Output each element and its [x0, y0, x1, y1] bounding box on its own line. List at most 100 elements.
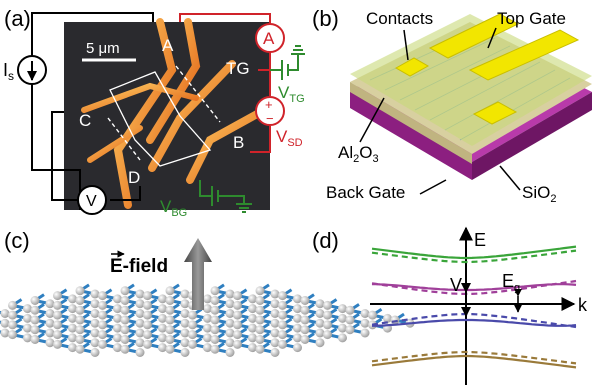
lattice-atom — [300, 296, 310, 305]
lattice-atom — [293, 333, 302, 343]
scale-bar-label: 5 μm — [86, 40, 120, 57]
lattice-atom — [143, 330, 152, 340]
lattice-atom — [75, 315, 85, 325]
current-source-label: Is — [3, 60, 14, 83]
lattice-atom — [113, 323, 122, 333]
lattice-atom — [293, 323, 302, 333]
lattice-atom — [203, 333, 212, 343]
lattice-atom — [210, 325, 220, 335]
lattice-atom — [323, 320, 332, 330]
lattice-atom — [180, 309, 190, 318]
contacts-label: Contacts — [366, 9, 433, 28]
lattice-atom — [135, 318, 145, 328]
lattice-atom — [45, 338, 55, 348]
lattice-atom — [90, 309, 100, 318]
graphene-flake-outline — [109, 71, 212, 167]
lattice-atom — [135, 299, 145, 309]
panel-a-label: (a) — [4, 6, 31, 31]
lattice-atom — [158, 323, 167, 333]
contacts-leader — [403, 29, 409, 61]
lattice-atom — [113, 294, 122, 304]
vsd-plus-sign: + — [265, 97, 273, 112]
lattice-atom — [360, 309, 370, 318]
lattice-atom — [53, 300, 62, 310]
lattice-atom — [270, 338, 280, 348]
band-bottom-dashed — [371, 350, 577, 365]
lattice-atom — [270, 299, 280, 309]
lattice-atom — [135, 348, 145, 357]
lattice-atom — [53, 330, 62, 340]
lattice-atom — [68, 304, 77, 314]
band-upper-dashed — [371, 279, 577, 295]
lattice-atom — [360, 318, 370, 328]
node-c-label: C — [79, 111, 91, 130]
v-label: V — [450, 275, 462, 295]
lattice-atom — [390, 315, 400, 325]
lattice-atom — [255, 344, 265, 354]
lattice-atom — [315, 318, 325, 328]
lattice-atom — [248, 323, 257, 333]
lattice-atom — [203, 323, 212, 333]
lattice-atom — [98, 339, 107, 349]
lattice-atom — [45, 318, 55, 328]
lattice-atom — [293, 294, 302, 304]
lattice-atom — [90, 299, 100, 309]
panel-b: (b) Contacts Top Gate Al2O3 — [312, 6, 592, 205]
lattice-atom — [233, 291, 242, 301]
vbg-label: VBG — [160, 197, 187, 219]
efield-label: E-field — [110, 256, 168, 277]
lattice-atom — [323, 310, 332, 320]
lattice-atom — [210, 296, 220, 305]
lattice-atom — [75, 335, 85, 344]
lattice-atom — [225, 328, 235, 338]
lattice-atom — [338, 313, 347, 323]
lattice-atom — [255, 305, 265, 315]
top-gate-label: Top Gate — [497, 9, 566, 28]
node-b-label: B — [233, 133, 244, 152]
lattice-atom — [75, 296, 85, 305]
lattice-atom — [53, 291, 62, 301]
lattice-atom — [300, 315, 310, 325]
lattice-atom — [30, 315, 40, 325]
lattice-atom — [188, 330, 197, 340]
lattice-atom — [98, 320, 107, 330]
lattice-atom — [120, 325, 130, 335]
lattice-atom — [143, 291, 152, 301]
lattice-atom — [180, 318, 190, 328]
lattice-atom — [210, 335, 220, 344]
lattice-atom — [90, 328, 100, 338]
lattice-atom — [158, 333, 167, 343]
lattice-atom — [98, 300, 107, 310]
lattice-atom — [135, 309, 145, 318]
top-gate-leader — [487, 27, 497, 49]
lattice-atom — [248, 304, 257, 314]
lattice-atom — [255, 286, 265, 296]
lattice-atom — [315, 309, 325, 318]
lattice-atom — [23, 323, 32, 333]
lattice-atom — [68, 294, 77, 304]
lattice-atom — [338, 333, 347, 343]
dashed-line-cd — [107, 117, 141, 161]
lattice-atom — [143, 300, 152, 310]
lattice-atom — [113, 313, 122, 323]
lattice-atom — [233, 320, 242, 330]
lattice-atom — [255, 325, 265, 335]
lattice-atom — [113, 343, 122, 353]
voltmeter-symbol — [77, 185, 107, 215]
k-axis-label: k — [578, 295, 588, 315]
lattice-atom — [248, 333, 257, 343]
lattice-atom — [180, 289, 190, 299]
lattice-atom — [203, 313, 212, 323]
lattice-atom — [30, 325, 40, 335]
lattice-atom — [113, 304, 122, 314]
lattice-atom — [300, 325, 310, 335]
band-top-dashed — [371, 249, 577, 264]
lattice-atom — [278, 320, 287, 330]
lattice-atom — [248, 343, 257, 353]
lattice-atom — [270, 309, 280, 318]
back-gate-label: Back Gate — [326, 183, 405, 202]
lattice-atom — [120, 335, 130, 344]
lattice-atom — [255, 335, 265, 344]
lattice-atom — [180, 328, 190, 338]
lattice-atom — [135, 328, 145, 338]
